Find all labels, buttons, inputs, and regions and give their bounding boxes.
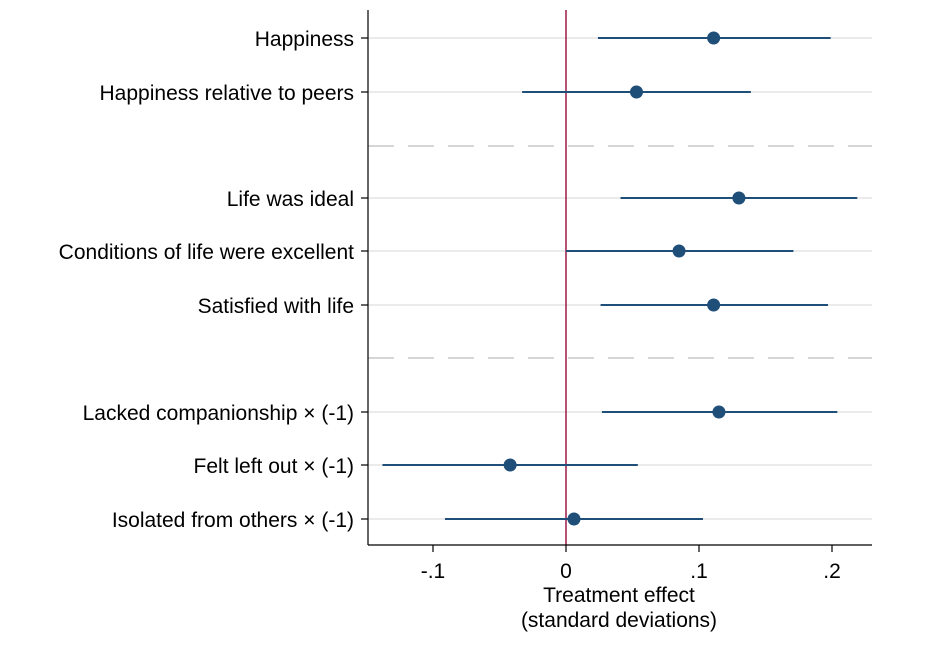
- row-label: Happiness: [255, 28, 354, 51]
- x-tick-label: .1: [690, 560, 708, 583]
- x-tick-label: 0: [560, 560, 572, 583]
- row-label: Isolated from others × (-1): [112, 509, 354, 532]
- estimate-point: [707, 298, 721, 312]
- estimate-point: [629, 85, 643, 99]
- point-estimates: [503, 31, 746, 526]
- row-label: Happiness relative to peers: [100, 82, 354, 105]
- estimate-point: [712, 405, 726, 419]
- estimate-point: [707, 31, 721, 45]
- estimate-point: [567, 512, 581, 526]
- estimate-point: [503, 458, 517, 472]
- row-label: Felt left out × (-1): [194, 455, 354, 478]
- row-label: Life was ideal: [227, 188, 354, 211]
- gridlines: [368, 37, 872, 520]
- x-axis-title-line2: (standard deviations): [521, 609, 717, 632]
- row-label: Lacked companionship × (-1): [83, 402, 354, 425]
- x-tick-label: .2: [823, 560, 841, 583]
- x-axis-title-line1: Treatment effect: [543, 584, 695, 607]
- x-tick-labels: -.1 0 .1 .2: [421, 560, 841, 583]
- estimate-point: [732, 191, 746, 205]
- x-tick-label: -.1: [421, 560, 446, 583]
- row-label: Satisfied with life: [198, 295, 354, 318]
- confidence-intervals: [382, 37, 858, 520]
- row-label: Conditions of life were excellent: [59, 241, 354, 264]
- axes: [361, 10, 872, 552]
- estimate-point: [672, 244, 686, 258]
- row-labels: Happiness Happiness relative to peers Life…: [59, 28, 354, 532]
- group-separators: [368, 145, 872, 359]
